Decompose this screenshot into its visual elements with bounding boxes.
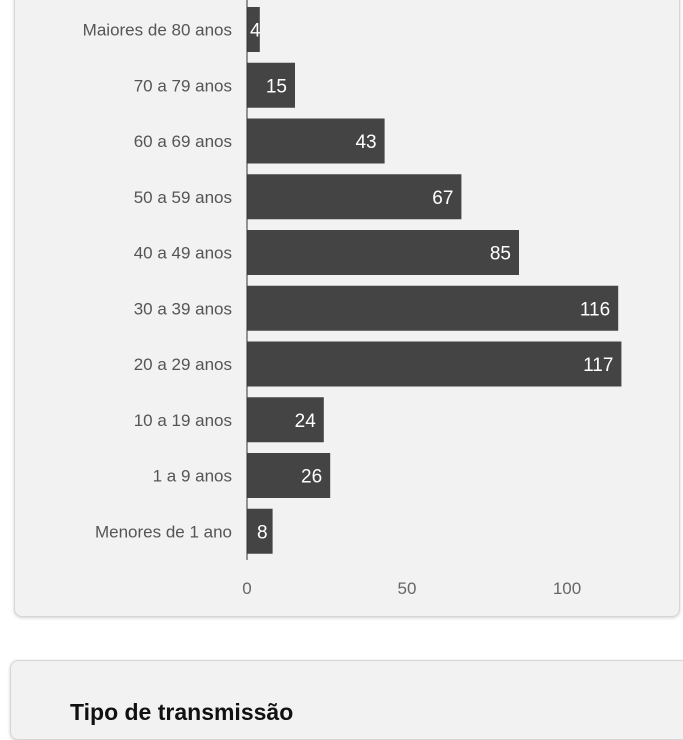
value-label: 67 <box>432 188 453 209</box>
category-label: 60 a 69 anos <box>134 132 232 151</box>
x-tick-label: 0 <box>242 579 251 598</box>
bar <box>247 174 461 219</box>
age-bar-chart: Maiores de 80 anos 4 70 a 79 anos 15 60 a 69… <box>0 0 683 715</box>
bar <box>247 230 519 275</box>
category-label: 70 a 79 anos <box>134 76 232 95</box>
category-label: 30 a 39 anos <box>134 299 232 318</box>
category-label: 1 a 9 anos <box>153 467 232 486</box>
bar <box>247 342 621 387</box>
value-label: 117 <box>583 355 613 376</box>
x-tick-label: 100 <box>553 579 581 598</box>
value-label: 85 <box>490 244 511 265</box>
category-label: Maiores de 80 anos <box>83 21 232 40</box>
category-label: Menores de 1 ano <box>95 522 232 541</box>
value-label: 15 <box>266 76 287 97</box>
transmission-card: Tipo de transmissão <box>10 660 683 740</box>
category-label: 20 a 29 anos <box>134 355 232 374</box>
value-label: 26 <box>301 467 322 488</box>
card-title: Tipo de transmissão <box>70 699 293 726</box>
value-label: 116 <box>580 299 610 320</box>
category-label: 50 a 59 anos <box>134 188 232 207</box>
category-label: 10 a 19 anos <box>134 411 232 430</box>
value-label: 4 <box>250 21 261 42</box>
x-tick-label: 50 <box>398 579 417 598</box>
value-label: 43 <box>355 132 376 153</box>
value-label: 8 <box>257 522 268 543</box>
category-label: 40 a 49 anos <box>134 244 232 263</box>
bar <box>247 286 618 331</box>
value-label: 24 <box>295 411 317 432</box>
